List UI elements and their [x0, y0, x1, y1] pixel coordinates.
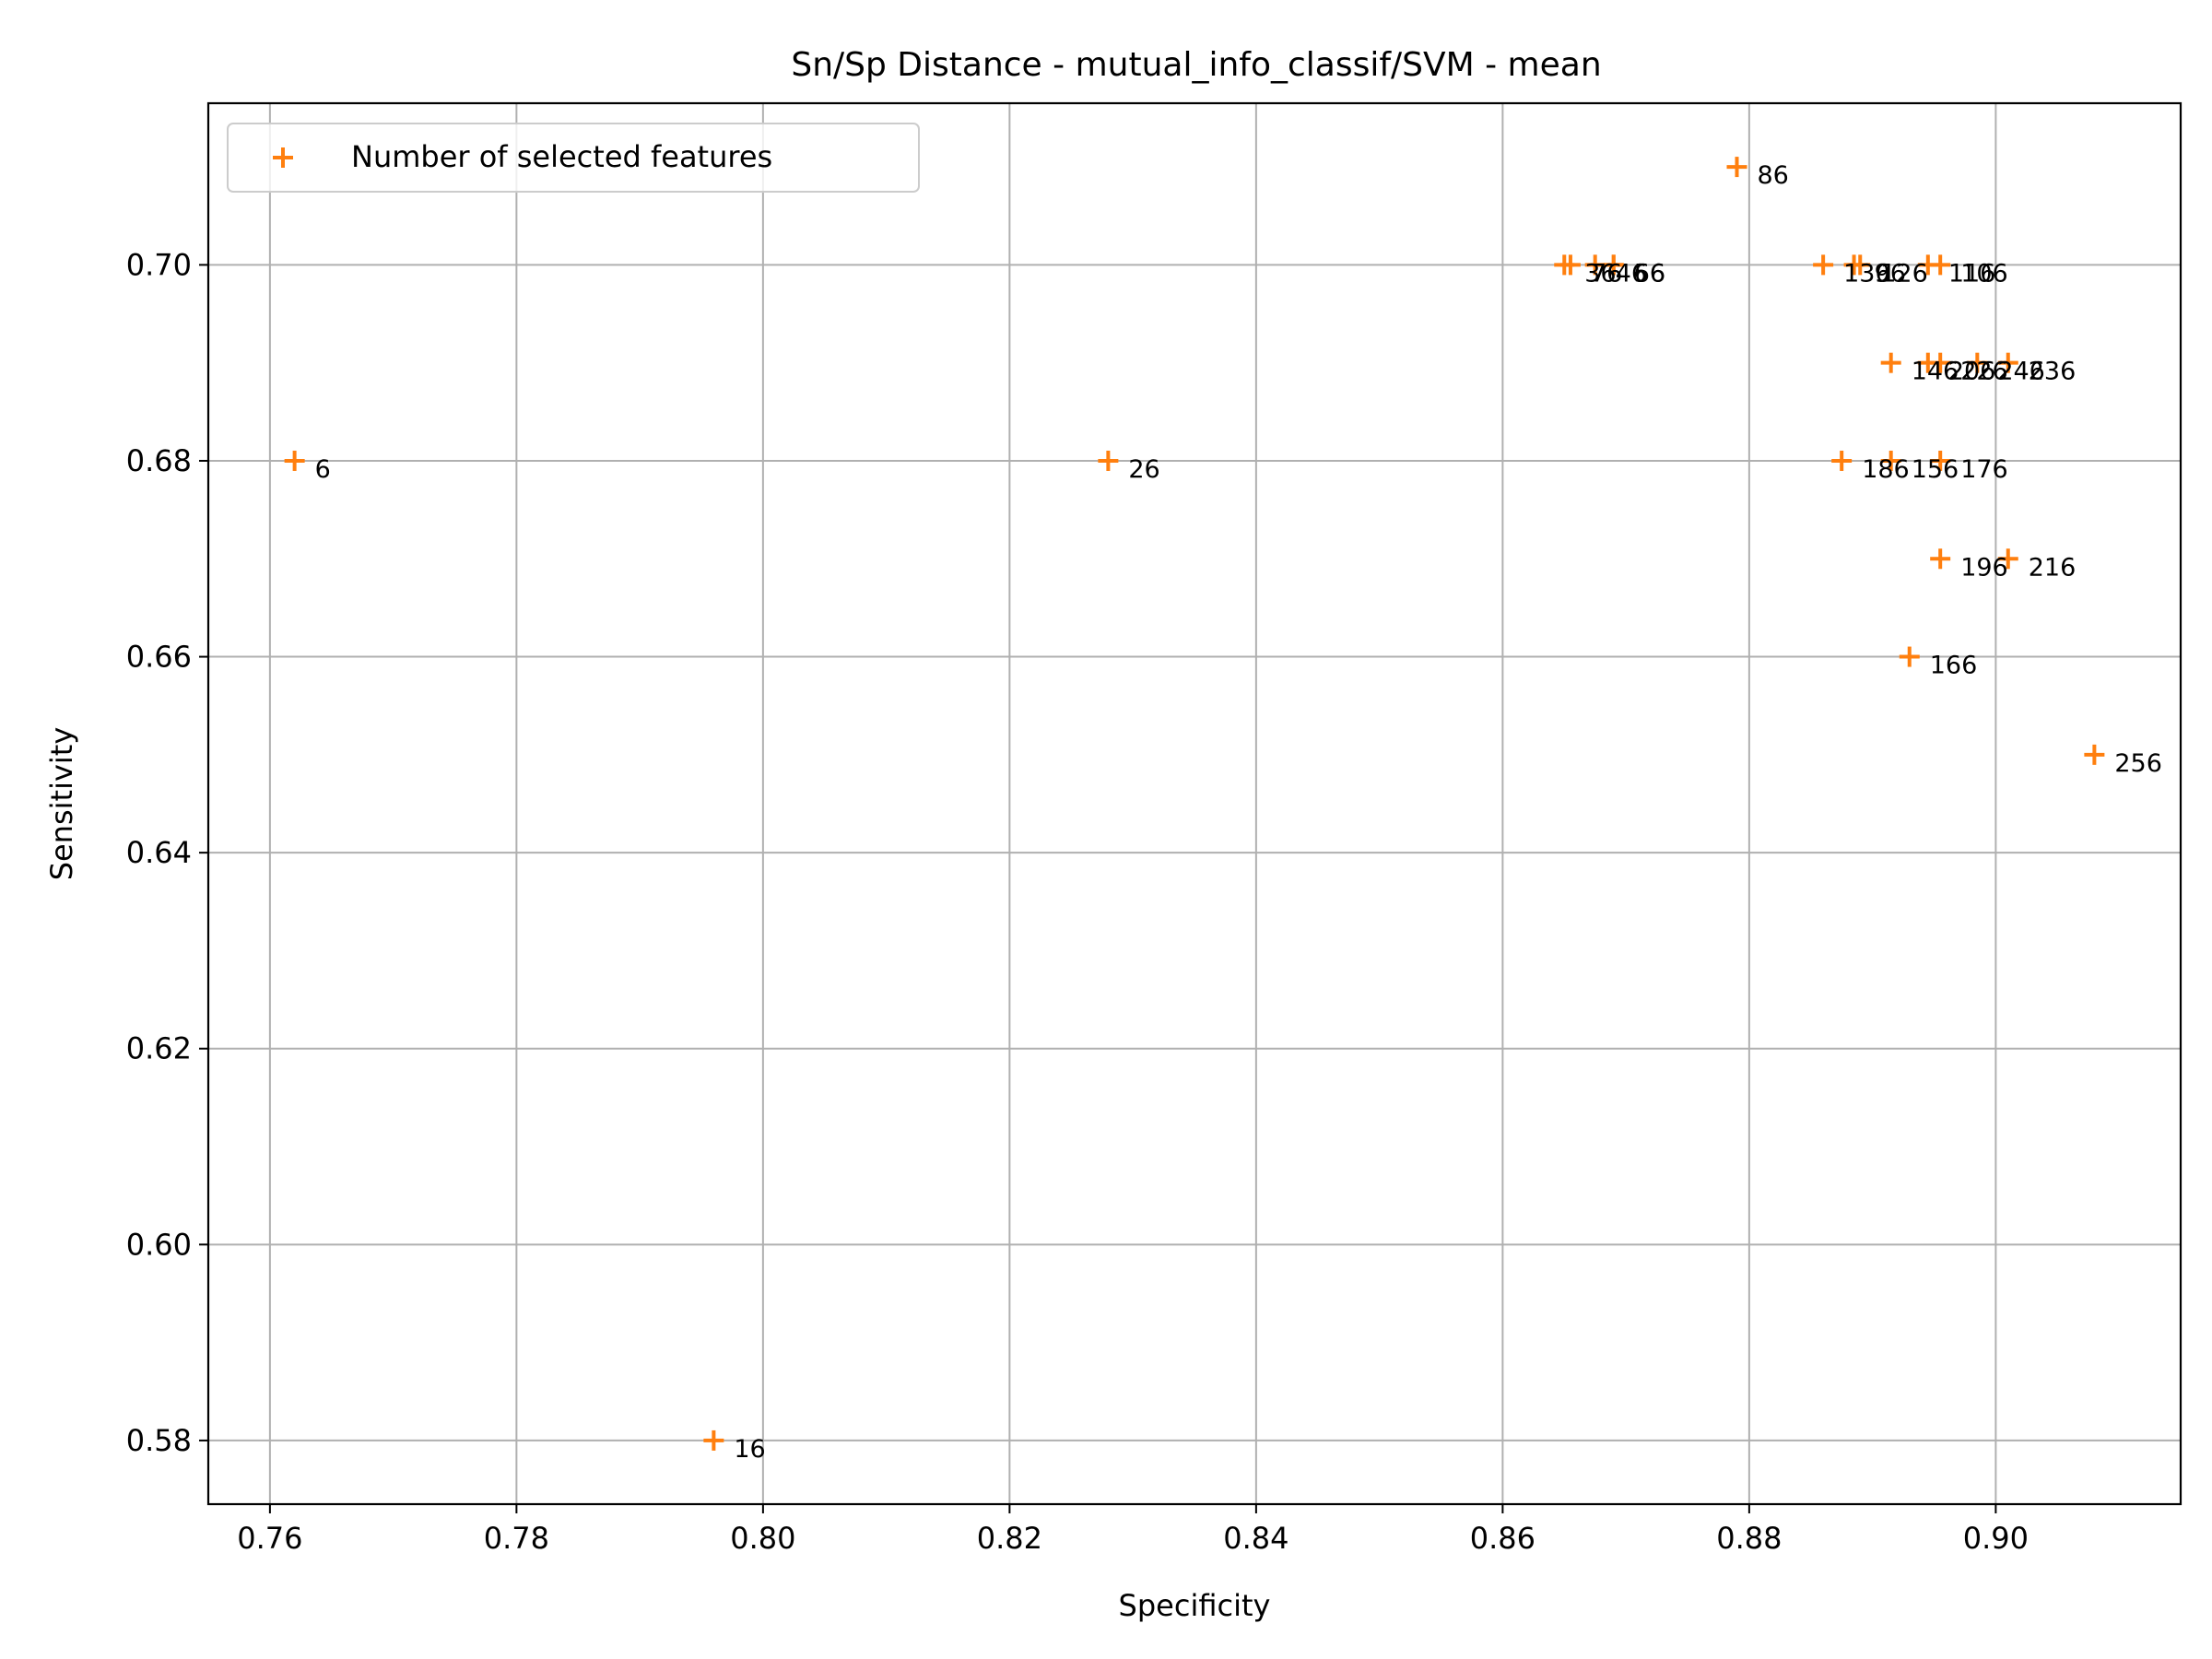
x-tick-label: 0.84 — [1223, 1521, 1288, 1556]
data-point — [1850, 254, 1871, 276]
point-label: 76 — [1591, 259, 1622, 288]
data-point — [703, 1430, 724, 1451]
plot-area-frame — [206, 101, 2183, 1506]
point-label: 26 — [1128, 455, 1159, 484]
x-axis-ticks: 0.76 0.78 0.80 0.82 0.84 0.86 0.88 0.90 — [237, 1504, 2029, 1556]
data-point — [1559, 254, 1581, 276]
data-point — [1967, 352, 1988, 373]
y-tick-label: 0.70 — [126, 247, 192, 282]
point-label: 156 — [1912, 455, 1959, 484]
data-points — [284, 157, 2105, 1451]
y-tick-label: 0.68 — [126, 443, 192, 478]
y-tick-label: 0.66 — [126, 640, 192, 675]
data-point — [1098, 450, 1119, 471]
legend-marker — [273, 147, 293, 168]
legend: Number of selected features — [227, 123, 920, 193]
data-point — [284, 450, 305, 471]
x-axis-label: Specificity — [1119, 1588, 1271, 1623]
point-label: 46 — [1616, 259, 1647, 288]
legend-marker-plus-icon — [273, 147, 293, 168]
x-tick-label: 0.90 — [1963, 1521, 2029, 1556]
point-label: 126 — [1880, 259, 1928, 288]
point-label: 36 — [1584, 259, 1616, 288]
data-point — [1917, 254, 1938, 276]
point-label: 176 — [1960, 455, 2008, 484]
data-point — [1813, 254, 1834, 276]
point-label: 226 — [1960, 358, 2008, 386]
point-label: 196 — [1960, 553, 2008, 582]
data-point — [1880, 450, 1901, 471]
legend-box — [227, 123, 920, 193]
data-point — [1726, 157, 1747, 178]
y-tick-label: 0.62 — [126, 1031, 192, 1066]
point-label: 206 — [1948, 358, 1996, 386]
y-tick-label: 0.58 — [126, 1423, 192, 1458]
legend-entry-label: Number of selected features — [351, 139, 772, 174]
y-tick-label: 0.64 — [126, 835, 192, 870]
x-tick-label: 0.76 — [237, 1521, 302, 1556]
x-tick-label: 0.82 — [977, 1521, 1042, 1556]
point-label: 216 — [2029, 553, 2077, 582]
data-point — [2084, 744, 2105, 765]
x-tick-label: 0.86 — [1470, 1521, 1535, 1556]
point-label: 16 — [734, 1435, 765, 1464]
point-label: 106 — [1960, 259, 2008, 288]
point-label: 186 — [1862, 455, 1910, 484]
x-tick-label: 0.88 — [1716, 1521, 1782, 1556]
y-axis-label: Sensitivity — [44, 727, 79, 881]
data-point — [1880, 352, 1901, 373]
x-tick-label: 0.78 — [484, 1521, 549, 1556]
x-tick-label: 0.80 — [730, 1521, 795, 1556]
point-label: 96 — [1875, 259, 1906, 288]
point-label: 246 — [1997, 358, 2045, 386]
data-point — [1831, 450, 1853, 471]
grid — [208, 103, 2181, 1504]
data-point — [1997, 548, 2018, 570]
data-point — [1584, 254, 1606, 276]
data-point — [1930, 548, 1951, 570]
data-point — [1997, 352, 2018, 373]
point-label: 66 — [1634, 259, 1665, 288]
data-point — [1603, 254, 1624, 276]
data-point — [1899, 646, 1920, 667]
point-label: 86 — [1758, 161, 1789, 190]
y-tick-label: 0.60 — [126, 1227, 192, 1262]
data-point — [1930, 352, 1951, 373]
data-point — [1930, 450, 1951, 471]
point-label: 56 — [1634, 259, 1665, 288]
point-label: 136 — [1843, 259, 1891, 288]
point-label: 166 — [1930, 652, 1978, 680]
point-label: 256 — [2114, 749, 2162, 778]
point-label: 146 — [1912, 358, 1959, 386]
y-axis-ticks: 0.58 0.60 0.62 0.64 0.66 0.68 0.70 — [126, 247, 208, 1458]
point-label: 116 — [1948, 259, 1996, 288]
point-label: 6 — [315, 455, 331, 484]
chart-title: Sn/Sp Distance - mutual_info_classif/SVM… — [791, 46, 1601, 84]
point-label: 236 — [2029, 358, 2077, 386]
